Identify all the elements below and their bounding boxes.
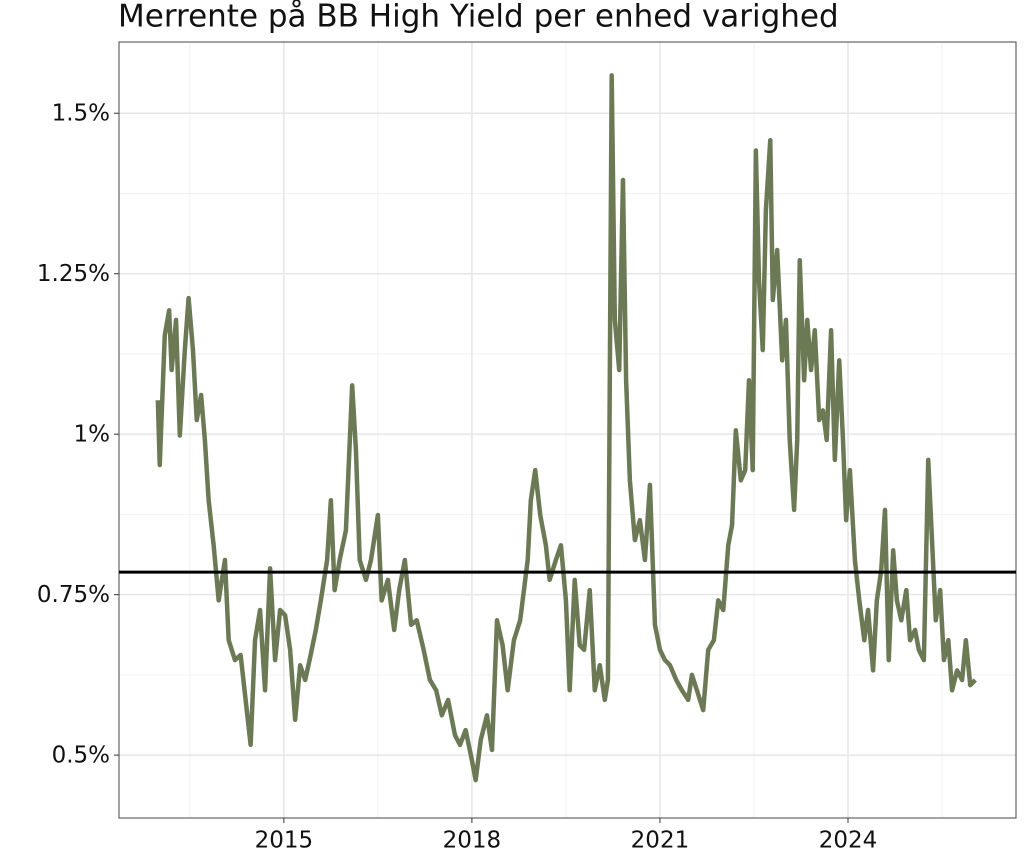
x-tick-label: 2024: [819, 828, 878, 854]
data-line: [155, 73, 977, 783]
y-tick-label: 0.5%: [52, 743, 110, 769]
y-tick-label: 1.25%: [37, 261, 110, 287]
y-tick-label: 1%: [74, 422, 111, 448]
y-tick-label: 1.5%: [52, 101, 110, 127]
chart-title: Merrente på BB High Yield per enhed vari…: [118, 0, 839, 35]
plot-border: [118, 41, 1017, 819]
y-tick-label: 0.75%: [37, 582, 110, 608]
x-tick-label: 2021: [631, 828, 690, 854]
x-tick-label: 2015: [255, 828, 314, 854]
x-tick-label: 2018: [443, 828, 502, 854]
